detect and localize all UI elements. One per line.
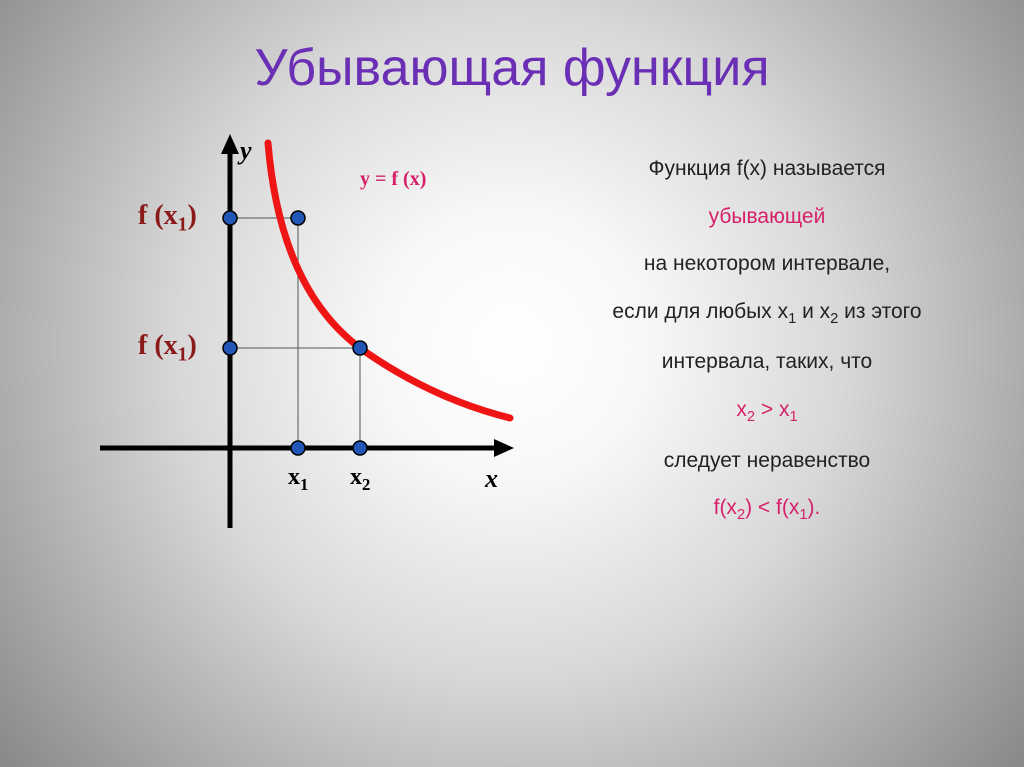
text-line-8: f(x2) < f(x1). <box>540 491 994 528</box>
fx1-label: f (x1) <box>138 200 197 237</box>
text-line-6: x2 > x1 <box>540 393 994 430</box>
page-title: Убывающая функция <box>0 0 1024 98</box>
x2-tick-label: x2 <box>350 464 370 495</box>
text-line-1: Функция f(x) называется <box>540 152 994 186</box>
text-line-7: следует неравенство <box>540 444 994 478</box>
text-line-3: на некотором интервале, <box>540 247 994 281</box>
chart: y x y = f (x) f (x1) f (x1) x1 x2 <box>30 108 520 628</box>
chart-svg <box>30 108 520 628</box>
x1-tick-label: x1 <box>288 464 308 495</box>
fx2-label: f (x1) <box>138 330 197 367</box>
y-axis-label: y <box>240 136 252 166</box>
definition-text: Функция f(x) называется убывающей на нек… <box>520 108 994 628</box>
text-line-2: убывающей <box>540 200 994 234</box>
equation-label: y = f (x) <box>360 168 426 191</box>
text-line-5: интервала, таких, что <box>540 345 994 379</box>
text-line-4: если для любых x1 и x2 из этого <box>540 295 994 332</box>
content-row: y x y = f (x) f (x1) f (x1) x1 x2 Функци… <box>0 98 1024 628</box>
x-axis-label: x <box>485 464 498 494</box>
